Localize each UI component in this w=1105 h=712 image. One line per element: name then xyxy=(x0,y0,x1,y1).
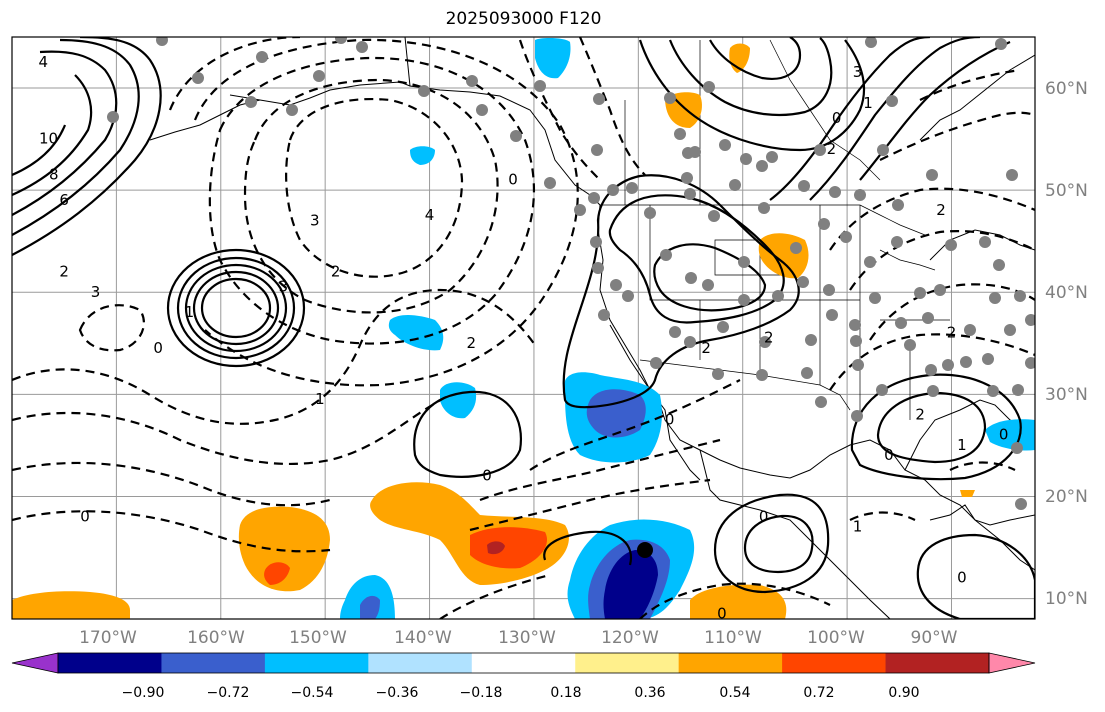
longitude-ticks: 170°W 160°W 150°W 140°W 130°W 120°W 110°… xyxy=(79,628,958,648)
observation-dots xyxy=(107,37,1035,510)
colorbar-border xyxy=(57,652,990,674)
contour-label: 0 xyxy=(508,170,518,188)
contour-label: 0 xyxy=(80,507,90,525)
colorbar-label: −0.72 xyxy=(207,685,250,701)
contour-label: 2 xyxy=(827,140,837,158)
lon-tick-label: 150°W xyxy=(289,628,347,648)
colorbar-label: −0.90 xyxy=(122,685,165,701)
lon-tick-label: 170°W xyxy=(79,628,137,648)
colorbar-extend-low xyxy=(11,652,59,674)
contour-label: 2 xyxy=(467,334,477,352)
contour-label: 8 xyxy=(49,165,59,183)
colorbar-labels: −0.90 −0.72 −0.54 −0.36 −0.18 0.18 0.36 … xyxy=(122,685,920,701)
contour-label: 6 xyxy=(59,191,69,209)
lon-tick-label: 130°W xyxy=(498,628,556,648)
contour-label: 0 xyxy=(759,507,769,525)
contour-label: 2 xyxy=(331,262,341,280)
contour-label: 0 xyxy=(884,446,894,464)
contour-lines xyxy=(12,37,1035,619)
lat-tick-label: 40°N xyxy=(1045,283,1088,303)
contour-label: 3 xyxy=(853,63,863,81)
contour-label: 10 xyxy=(39,130,58,148)
map-frame xyxy=(11,36,1036,620)
lon-tick-label: 100°W xyxy=(807,628,865,648)
contour-label: 2 xyxy=(915,405,925,423)
lon-tick-label: 90°W xyxy=(911,628,958,648)
colorbar-label: 0.18 xyxy=(550,685,581,701)
lat-tick-label: 20°N xyxy=(1045,487,1088,507)
contour-label: 2 xyxy=(936,201,946,219)
colorbar-segment xyxy=(368,653,473,673)
colorbar-label: 0.72 xyxy=(803,685,834,701)
colorbar-segment xyxy=(58,653,162,673)
latitude-ticks: 60°N 50°N 40°N 30°N 20°N 10°N xyxy=(1045,79,1088,609)
colorbar-label: 0.36 xyxy=(634,685,665,701)
lat-tick-label: 60°N xyxy=(1045,79,1088,99)
lon-tick-label: 110°W xyxy=(704,628,762,648)
colorbar xyxy=(11,652,1036,674)
contour-label: 0 xyxy=(482,467,492,485)
coastlines xyxy=(149,37,1035,619)
lon-tick-label: 140°W xyxy=(394,628,452,648)
colorbar-label: −0.18 xyxy=(460,685,503,701)
contour-label: 1 xyxy=(957,436,967,454)
contour-label: 2 xyxy=(701,339,711,357)
contour-label: 3 xyxy=(279,278,289,296)
lat-tick-label: 50°N xyxy=(1045,181,1088,201)
contour-label: 2 xyxy=(947,324,957,342)
contour-label: 2 xyxy=(764,329,774,347)
contour-label: 0 xyxy=(717,604,727,622)
colorbar-segment xyxy=(161,653,266,673)
colorbar-label: 0.90 xyxy=(888,685,919,701)
colorbar-segment xyxy=(678,653,783,673)
contour-label: 4 xyxy=(39,53,49,71)
colorbar-segment xyxy=(264,653,369,673)
filled-anomalies xyxy=(12,37,1035,619)
lat-tick-label: 10°N xyxy=(1045,589,1088,609)
colorbar-extend-high xyxy=(988,652,1036,674)
political-boundaries xyxy=(600,39,950,420)
contour-label: 1 xyxy=(315,390,325,408)
contour-label: 0 xyxy=(999,426,1009,444)
contour-label: 1 xyxy=(185,303,195,321)
colorbar-segment xyxy=(471,653,576,673)
gridlines xyxy=(12,37,1035,619)
lon-tick-label: 160°W xyxy=(187,628,245,648)
colorbar-label: −0.36 xyxy=(376,685,419,701)
contour-label: 1 xyxy=(853,518,863,536)
colorbar-segment xyxy=(575,653,680,673)
colorbar-label: −0.54 xyxy=(291,685,334,701)
contour-label: 4 xyxy=(425,206,435,224)
contour-label: 0 xyxy=(957,569,967,587)
lon-tick-label: 120°W xyxy=(601,628,659,648)
colorbar-segment xyxy=(782,653,887,673)
contour-label: 1 xyxy=(863,94,873,112)
contour-label: 2 xyxy=(59,262,69,280)
contour-label: 0 xyxy=(665,410,675,428)
colorbar-label: 0.54 xyxy=(719,685,750,701)
contour-label: 0 xyxy=(153,339,163,357)
contour-label: 0 xyxy=(832,109,842,127)
dashed-contour-lines xyxy=(12,37,1035,619)
colorbar-segment xyxy=(885,653,990,673)
storm-center-marker xyxy=(637,542,653,558)
lat-tick-label: 30°N xyxy=(1045,385,1088,405)
plot-title: 2025093000 F120 xyxy=(445,9,602,29)
contour-label: 3 xyxy=(310,211,320,229)
contour-label: 3 xyxy=(91,283,101,301)
